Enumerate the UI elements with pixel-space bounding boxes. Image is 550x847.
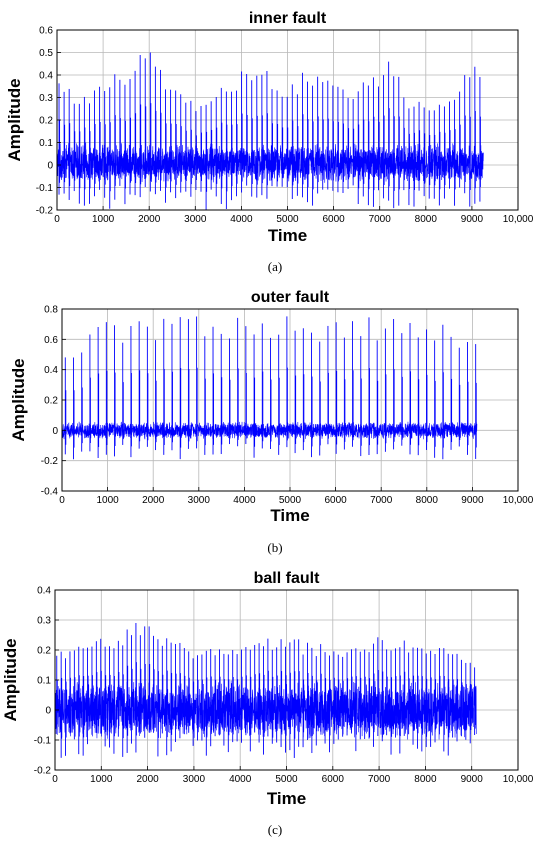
x-tick-label: 6000	[322, 214, 345, 225]
x-tick-label: 5000	[276, 214, 299, 225]
x-tick-label: 4000	[229, 774, 252, 785]
x-tick-label: 3000	[188, 495, 211, 506]
x-tick-label: 1000	[96, 495, 119, 506]
x-tick-label: 5000	[275, 774, 298, 785]
y-tick-label: -0.2	[34, 766, 52, 777]
x-tick-label: 10,000	[503, 774, 534, 785]
y-tick-label: 0.2	[44, 396, 58, 407]
x-tick-label: 9000	[461, 774, 484, 785]
x-tick-label: 8000	[416, 495, 439, 506]
series-noise-line	[56, 142, 484, 183]
y-tick-label: -0.1	[34, 736, 52, 747]
y-tick-label: 0.3	[37, 616, 51, 627]
x-tick-label: 10,000	[503, 214, 534, 225]
y-tick-label: 0.2	[37, 646, 51, 657]
chart-title: outer fault	[251, 289, 330, 306]
y-tick-label: 0.6	[39, 26, 53, 37]
x-tick-label: 4000	[233, 495, 256, 506]
x-tick-label: 4000	[230, 214, 253, 225]
y-tick-label: 0.4	[39, 71, 53, 82]
chart-ball-fault: 0 1000 2000 3000 4000 5000 6000 7000 8000 9000 10,…	[1, 570, 534, 808]
chart-inner-fault: 0 1000 2000 3000 4000 5000 6000 7000 8000 9000 10,…	[5, 10, 534, 245]
x-tick-label: 2000	[142, 495, 165, 506]
y-tick-label: 0.1	[37, 676, 51, 687]
y-tick-label: -0.4	[41, 487, 59, 498]
x-tick-label: 0	[59, 495, 65, 506]
x-tick-label: 5000	[279, 495, 302, 506]
x-tick-label: 3000	[184, 214, 207, 225]
y-tick-label: 0.3	[39, 93, 53, 104]
x-tick-label: 0	[52, 774, 58, 785]
x-tick-label: 7000	[369, 214, 392, 225]
series-impulses	[64, 316, 477, 460]
x-axis-label: Time	[267, 789, 306, 808]
chart-title: inner fault	[249, 10, 327, 27]
series-noise-line	[54, 680, 477, 740]
x-axis-label: Time	[268, 226, 307, 245]
x-tick-label: 6000	[322, 774, 345, 785]
x-tick-label: 9000	[461, 214, 484, 225]
y-tick-label: 0.4	[44, 365, 58, 376]
series-impulses	[56, 622, 476, 758]
y-tick-label: 0.5	[39, 48, 53, 59]
x-tick-label: 1000	[92, 214, 115, 225]
panel-label-b: (b)	[267, 540, 283, 555]
y-tick-label: 0.2	[39, 116, 53, 127]
panel-label-a: (a)	[267, 259, 283, 274]
x-tick-label: 7000	[368, 774, 391, 785]
chart-panel-b: 0 1000 2000 3000 4000 5000 6000 7000 8000 9000 10,…	[0, 280, 550, 565]
panel-label-c: (c)	[267, 822, 283, 837]
y-axis-label: Amplitude	[5, 78, 24, 161]
x-axis-label: Time	[270, 506, 309, 525]
y-tick-label: 0	[47, 161, 53, 172]
x-tick-label: 10,000	[503, 495, 534, 506]
x-tick-label: 9000	[461, 495, 484, 506]
y-axis-label: Amplitude	[1, 638, 20, 721]
y-tick-label: -0.2	[41, 456, 59, 467]
y-tick-label: -0.2	[36, 206, 54, 217]
y-tick-label: 0.1	[39, 138, 53, 149]
chart-outer-fault: 0 1000 2000 3000 4000 5000 6000 7000 8000 9000 10,…	[9, 289, 534, 525]
series-impulses	[58, 52, 481, 210]
chart-panel-c: 0 1000 2000 3000 4000 5000 6000 7000 8000 9000 10,…	[0, 563, 550, 847]
y-tick-label: 0.8	[44, 305, 58, 316]
x-tick-label: 2000	[136, 774, 159, 785]
y-axis-label: Amplitude	[9, 358, 28, 441]
x-tick-label: 6000	[324, 495, 347, 506]
x-tick-label: 8000	[415, 214, 438, 225]
chart-title: ball fault	[254, 570, 320, 587]
y-tick-label: 0.6	[44, 335, 58, 346]
x-tick-label: 2000	[138, 214, 161, 225]
x-tick-label: 0	[54, 214, 60, 225]
x-tick-label: 3000	[183, 774, 206, 785]
y-tick-label: 0.4	[37, 586, 51, 597]
y-tick-label: 0	[52, 426, 58, 437]
x-tick-label: 1000	[90, 774, 113, 785]
y-tick-label: 0	[45, 706, 51, 717]
y-tick-label: -0.1	[36, 183, 54, 194]
chart-panel-a: 0 1000 2000 3000 4000 5000 6000 7000 8000 9000 10,…	[0, 0, 550, 275]
x-tick-label: 7000	[370, 495, 393, 506]
x-tick-label: 8000	[414, 774, 437, 785]
